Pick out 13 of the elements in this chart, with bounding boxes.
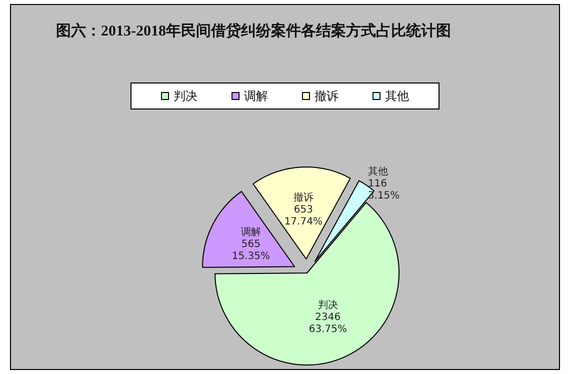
slice-label: 撤诉 — [293, 192, 314, 204]
legend-label: 调解 — [244, 89, 268, 103]
data-label: 116 3.15% — [368, 178, 400, 202]
chart-title: 图六：2013-2018年民间借贷纠纷案件各结案方式占比统计图 — [56, 22, 451, 40]
slice-label: 调解 — [240, 226, 261, 238]
data-label: 653 17.74% — [284, 204, 322, 228]
legend-label: 判决 — [174, 89, 198, 103]
data-label: 565 15.35% — [232, 238, 270, 262]
data-label: 2346 63.75% — [308, 312, 347, 335]
slice-label: 其他 — [368, 165, 388, 178]
slice-label: 判决 — [318, 298, 338, 311]
legend-label: 其他 — [385, 89, 409, 103]
legend-label: 撤诉 — [314, 89, 338, 103]
